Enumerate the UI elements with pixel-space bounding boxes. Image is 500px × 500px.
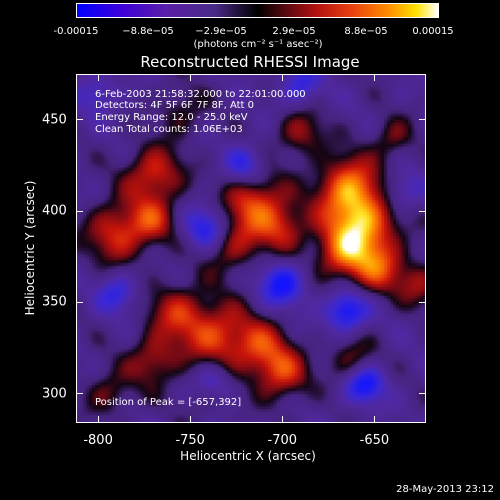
colorbar-units: (photons cm⁻² s⁻¹ asec⁻²): [193, 39, 323, 50]
colorbar: [76, 3, 439, 18]
x-tick-mark: [97, 416, 99, 423]
y-tick-mark: [419, 393, 426, 395]
x-tick-mark: [373, 74, 375, 81]
y-tick-mark: [76, 210, 83, 212]
y-tick-mark: [419, 119, 426, 121]
x-tick-mark: [373, 416, 375, 423]
heatmap-image: [77, 75, 425, 422]
y-tick-label: 300: [42, 386, 67, 402]
chart-title: Reconstructed RHESSI Image: [140, 53, 360, 71]
info-time-range: 6-Feb-2003 21:58:32.000 to 22:01:00.000: [95, 89, 306, 100]
x-tick-mark: [97, 74, 99, 81]
x-tick-mark: [281, 74, 283, 81]
timestamp-footer: 28-May-2013 23:12: [396, 484, 494, 495]
x-tick-mark: [189, 74, 191, 81]
colorbar-tick: 2.9e−05: [272, 26, 316, 37]
y-tick-mark: [76, 301, 83, 303]
x-tick-label: -700: [267, 433, 298, 448]
y-tick-label: 400: [42, 203, 67, 219]
x-tick-label: -800: [83, 433, 113, 448]
colorbar-tick: 8.8e−05: [344, 26, 388, 37]
y-tick-label: 450: [42, 112, 67, 128]
colorbar-tick: -0.00015: [53, 26, 99, 37]
y-tick-mark: [76, 119, 83, 121]
y-tick-label: 350: [42, 294, 67, 310]
y-axis-label: Heliocentric Y (arcsec): [23, 180, 37, 316]
x-tick-mark: [189, 416, 191, 423]
plot-area: [76, 74, 426, 423]
info-clean-counts: Clean Total counts: 1.06E+03: [95, 124, 243, 135]
colorbar-tick: −2.9e−05: [195, 26, 247, 37]
x-tick-label: -750: [175, 433, 205, 448]
info-energy-range: Energy Range: 12.0 - 25.0 keV: [95, 112, 248, 123]
x-tick-mark: [281, 416, 283, 423]
y-tick-mark: [419, 301, 426, 303]
peak-position: Position of Peak = [-657,392]: [95, 397, 242, 408]
y-tick-mark: [76, 393, 83, 395]
x-axis-label: Heliocentric X (arcsec): [180, 449, 316, 463]
colorbar-tick: −8.8e−05: [122, 26, 174, 37]
y-tick-mark: [419, 210, 426, 212]
x-tick-label: -650: [359, 433, 390, 448]
colorbar-tick: 0.00015: [412, 26, 454, 37]
info-detectors: Detectors: 4F 5F 6F 7F 8F, Att 0: [95, 100, 255, 111]
